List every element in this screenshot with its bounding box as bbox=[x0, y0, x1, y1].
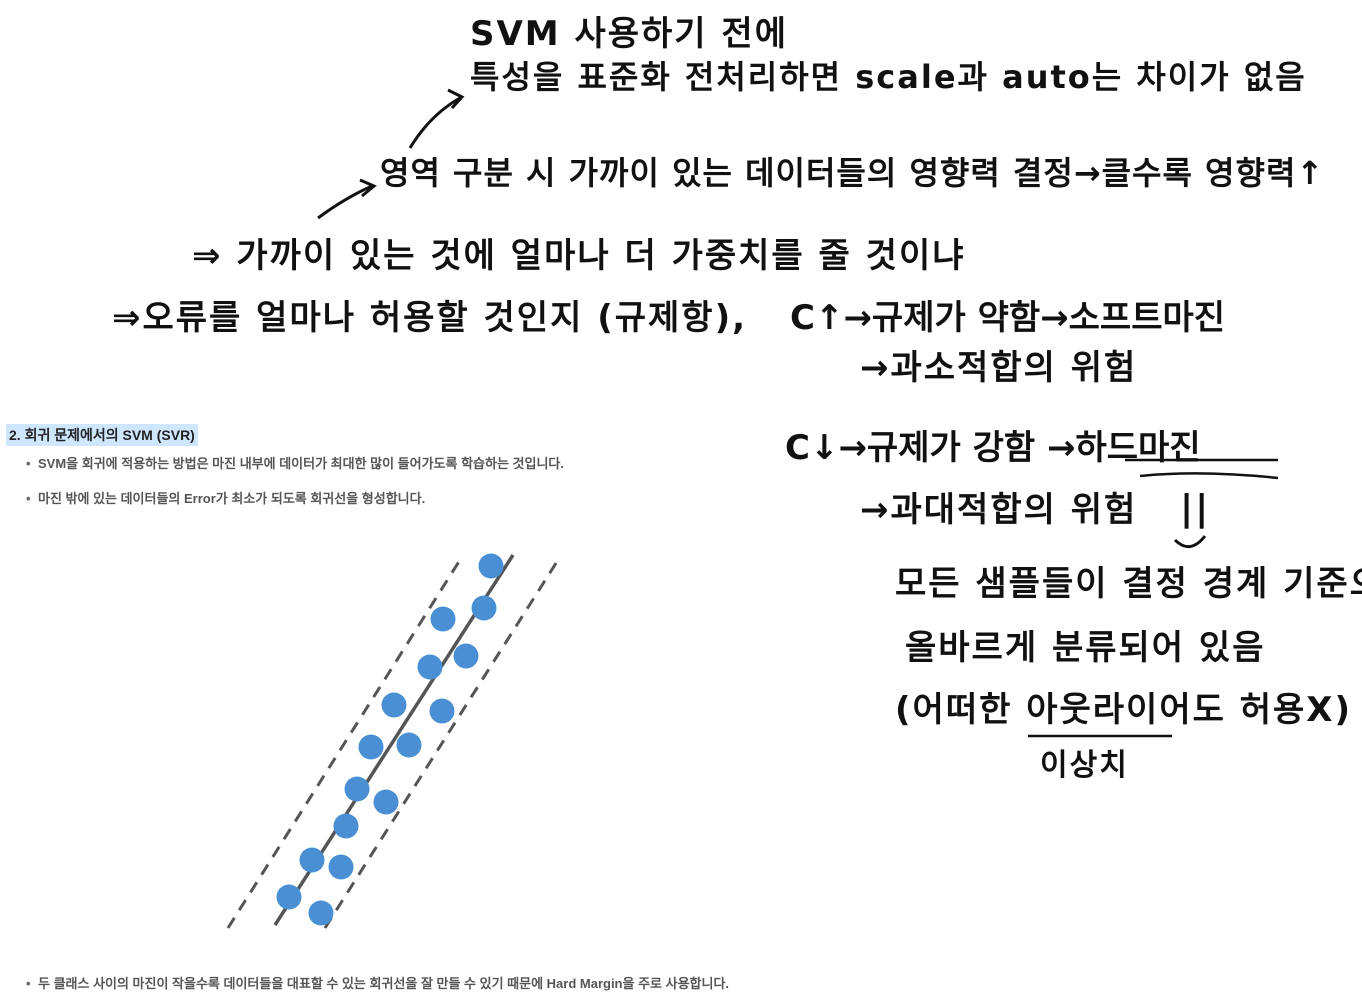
note-c-down-risk: →과대적합의 위험 bbox=[860, 490, 1138, 530]
bullet-item: • 마진 밖에 있는 데이터들의 Error가 최소가 되도록 회귀선을 형성합니… bbox=[26, 488, 425, 507]
data-point bbox=[471, 595, 497, 621]
note-outlier-gloss: 이상치 bbox=[1040, 748, 1129, 783]
data-point bbox=[373, 789, 399, 815]
data-points bbox=[276, 553, 504, 926]
note-error-tolerance: ⇒오류를 얼마나 허용할 것인지 (규제항), bbox=[112, 298, 748, 338]
data-point bbox=[299, 847, 325, 873]
bullet-text: 두 클래스 사이의 마진이 작을수록 데이터들을 대표할 수 있는 회귀선을 잘… bbox=[38, 976, 730, 991]
data-point bbox=[478, 553, 504, 579]
bullet-text: SVM을 회귀에 적용하는 방법은 마진 내부에 데이터가 최대한 많이 들어가… bbox=[38, 456, 564, 471]
data-point bbox=[396, 732, 422, 758]
margin-line-upper bbox=[226, 559, 462, 929]
note-svm-before: SVM 사용하기 전에 bbox=[470, 14, 788, 54]
margin-line-lower bbox=[323, 559, 560, 929]
bullet-item: • SVM을 회귀에 적용하는 방법은 마진 내부에 데이터가 최대한 많이 들어… bbox=[26, 453, 564, 472]
note-c-down: C↓→규제가 강함 →하드마진 bbox=[785, 428, 1201, 468]
equals-down-arrow bbox=[1173, 535, 1207, 548]
note-weight: ⇒ 가까이 있는 것에 얼마나 더 가중치를 줄 것이냐 bbox=[192, 236, 966, 276]
data-point bbox=[381, 692, 407, 718]
data-point bbox=[276, 884, 302, 910]
data-point bbox=[344, 776, 370, 802]
data-point bbox=[430, 606, 456, 632]
bullet-dot: • bbox=[26, 456, 31, 471]
note-c-up-risk: →과소적합의 위험 bbox=[860, 348, 1138, 388]
note-standardize: 특성을 표준화 전처리하면 scale과 auto는 차이가 없음 bbox=[470, 58, 1307, 96]
arrow-head-1 bbox=[447, 88, 465, 110]
note-c-up: C↑→규제가 약함→소프트마진 bbox=[790, 298, 1226, 338]
bullet-dot: • bbox=[26, 491, 31, 506]
note-hard-margin-2: 올바르게 분류되어 있음 bbox=[905, 628, 1266, 668]
note-hard-margin-3: (어떠한 아웃라이어도 허용X) bbox=[895, 690, 1353, 730]
note-hard-margin-1: 모든 샘플들이 결정 경계 기준으로 bbox=[895, 564, 1362, 604]
data-point bbox=[308, 900, 334, 926]
note-equals: || bbox=[1180, 488, 1211, 529]
hard-margin-curve bbox=[1139, 472, 1279, 480]
arrow-to-standardize bbox=[408, 96, 461, 149]
note-influence: 영역 구분 시 가까이 있는 데이터들의 영향력 결정→클수록 영향력↑ bbox=[380, 154, 1325, 192]
section-title: 2. 회귀 문제에서의 SVM (SVR) bbox=[6, 424, 198, 446]
bullet-text: 마진 밖에 있는 데이터들의 Error가 최소가 되도록 회귀선을 형성합니다… bbox=[38, 491, 426, 506]
bullet-dot: • bbox=[26, 976, 31, 991]
data-point bbox=[429, 698, 455, 724]
data-point bbox=[453, 643, 479, 669]
data-point bbox=[328, 854, 354, 880]
data-point bbox=[358, 734, 384, 760]
footer-bullet: • 두 클래스 사이의 마진이 작을수록 데이터들을 대표할 수 있는 회귀선을 … bbox=[26, 973, 729, 992]
arrow-head-2 bbox=[359, 178, 377, 198]
arrow-to-influence bbox=[317, 184, 373, 220]
data-point bbox=[333, 813, 359, 839]
data-point bbox=[417, 654, 443, 680]
